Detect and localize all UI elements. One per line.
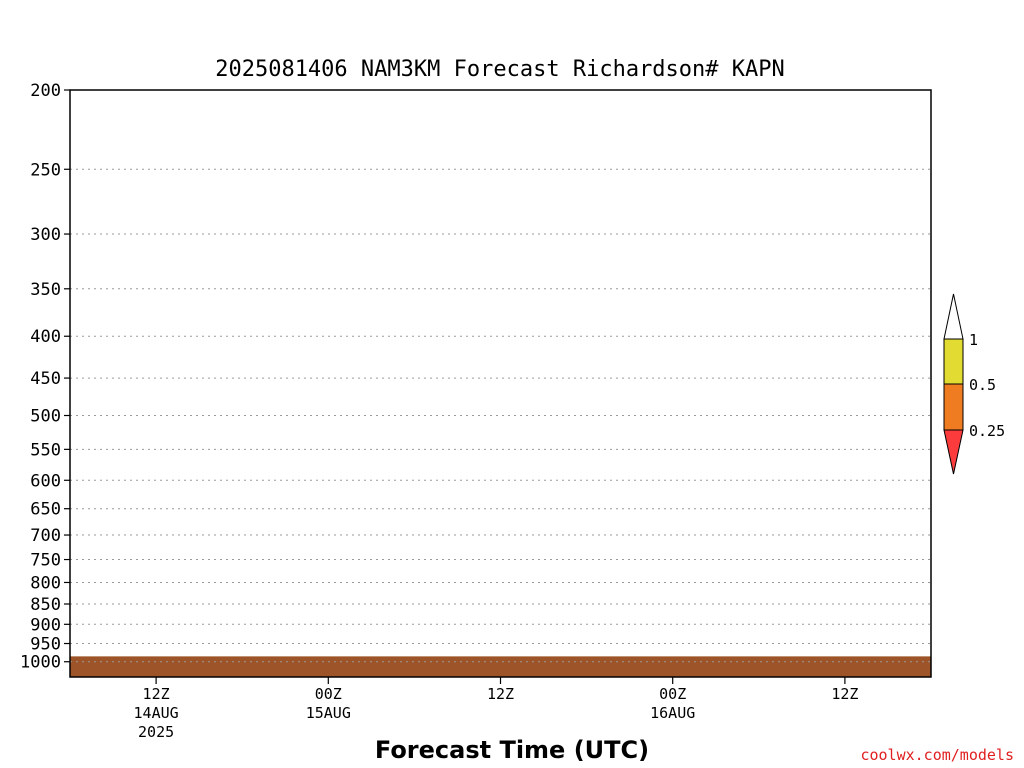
y-tick-label: 500 bbox=[30, 407, 61, 427]
y-tick-label: 250 bbox=[30, 160, 61, 180]
x-tick-year: 2025 bbox=[138, 723, 174, 741]
colorbar-yellow bbox=[943, 338, 964, 385]
x-tick-label: 12Z bbox=[143, 685, 170, 703]
colorbar-label: 1 bbox=[969, 331, 978, 349]
y-tick-label: 300 bbox=[30, 225, 61, 245]
x-tick-label: 00Z bbox=[315, 685, 342, 703]
x-tick-date: 14AUG bbox=[134, 704, 179, 722]
y-tick-label: 800 bbox=[30, 573, 61, 593]
ground-fill bbox=[70, 656, 931, 677]
y-tick-label: 550 bbox=[30, 440, 61, 460]
y-tick-label: 400 bbox=[30, 327, 61, 347]
x-tick-label: 12Z bbox=[487, 685, 514, 703]
y-tick-label: 450 bbox=[30, 369, 61, 389]
y-tick-label: 600 bbox=[30, 471, 61, 491]
y-tick-label: 650 bbox=[30, 500, 61, 520]
y-tick-label: 850 bbox=[30, 595, 61, 615]
x-tick-label: 00Z bbox=[659, 685, 686, 703]
plot-frame bbox=[69, 89, 932, 678]
y-tick-label: 950 bbox=[30, 635, 61, 655]
colorbar-label: 0.25 bbox=[969, 422, 1005, 440]
y-tick-label: 700 bbox=[30, 526, 61, 546]
y-tick-label: 1000 bbox=[20, 653, 61, 673]
colorbar-top-arrow bbox=[943, 293, 964, 340]
y-tick-label: 900 bbox=[30, 615, 61, 635]
y-axis: 200 250 300 350 400 450 500 550 600 650 700 7508008… bbox=[20, 81, 70, 673]
x-tick-date: 16AUG bbox=[650, 704, 695, 722]
x-tick-date: 15AUG bbox=[306, 704, 351, 722]
y-tick-label: 350 bbox=[30, 280, 61, 300]
colorbar: 1 0.5 0.25 bbox=[943, 293, 1005, 475]
y-tick-label: 200 bbox=[30, 81, 61, 101]
colorbar-bottom-arrow bbox=[943, 429, 964, 475]
ground-layer bbox=[70, 656, 931, 677]
chart-title: 2025081406 NAM3KM Forecast Richardson# K… bbox=[215, 57, 785, 82]
x-tick-label: 12Z bbox=[831, 685, 858, 703]
colorbar-label: 0.5 bbox=[969, 376, 996, 394]
colorbar-orange bbox=[943, 383, 964, 431]
grid-lines bbox=[70, 168, 931, 663]
credit-text: coolwx.com/models bbox=[860, 746, 1014, 764]
y-tick-label: 750 bbox=[30, 551, 61, 571]
x-axis-label: Forecast Time (UTC) bbox=[375, 736, 649, 764]
